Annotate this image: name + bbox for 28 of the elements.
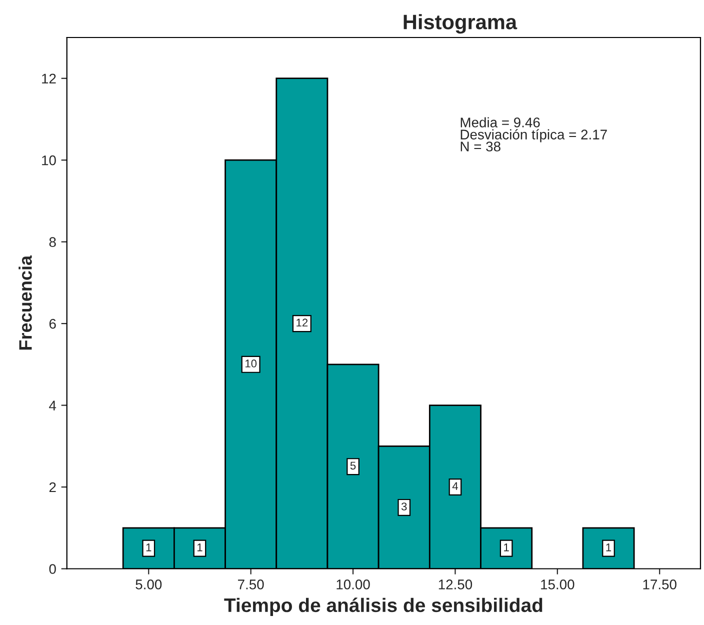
- y-tick-label: 8: [49, 237, 56, 247]
- data-label: 5: [350, 462, 356, 470]
- y-tick-label: 10: [42, 155, 56, 166]
- x-axis-title: Tiempo de análisis de sensibilidad: [224, 598, 542, 616]
- data-label: 4: [452, 482, 458, 490]
- data-label: 1: [606, 544, 612, 552]
- y-axis-title: Frecuencia: [18, 255, 32, 350]
- data-label: 1: [197, 544, 202, 552]
- data-label: 10: [245, 360, 257, 368]
- y-tick-label: 0: [49, 564, 56, 574]
- data-label: 1: [146, 544, 152, 552]
- x-tick-label: 17.50: [643, 580, 676, 590]
- x-tick-label: 7.50: [238, 580, 264, 590]
- x-tick-label: 15.00: [541, 580, 574, 590]
- x-tick-label: 10.00: [336, 580, 370, 590]
- data-label: 12: [296, 318, 308, 326]
- y-tick-label: 2: [49, 482, 56, 492]
- annotation: Media = 9.46: [460, 117, 540, 128]
- annotation: Desviación típica = 2.17: [460, 129, 607, 142]
- chart-title: Histograma: [404, 14, 518, 34]
- annotation: N = 38: [460, 142, 500, 152]
- data-label: 3: [401, 502, 407, 510]
- y-tick-label: 4: [49, 400, 56, 410]
- y-tick-label: 12: [42, 74, 56, 84]
- x-tick-label: 5.00: [136, 580, 162, 590]
- x-tick-label: 12.50: [438, 580, 472, 590]
- y-tick-label: 6: [49, 318, 56, 329]
- data-label: 1: [504, 544, 509, 552]
